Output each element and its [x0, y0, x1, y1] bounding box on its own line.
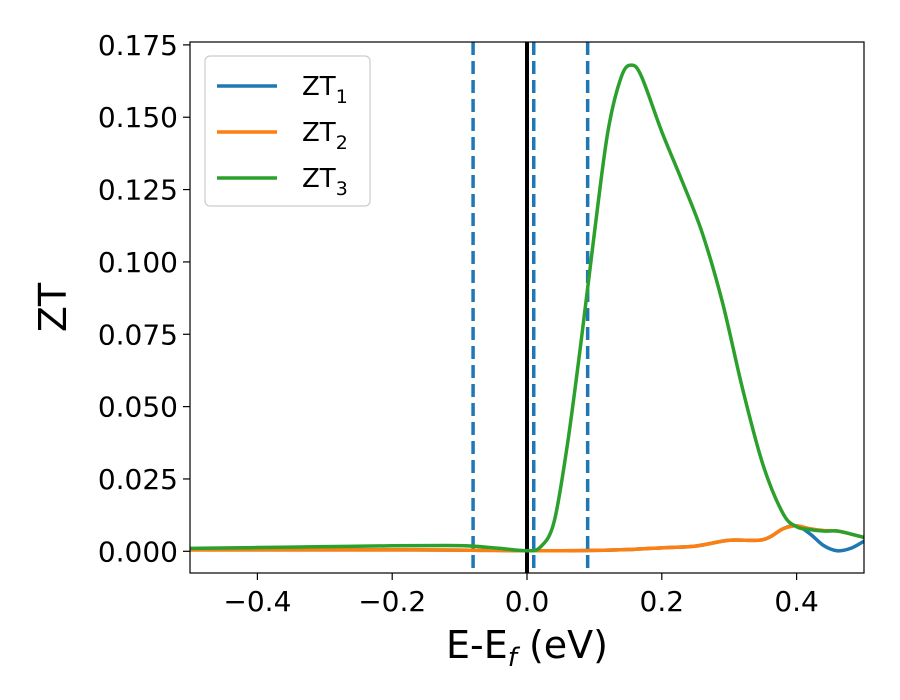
x-axis-ticks: −0.4 −0.2 0.0 0.2 0.4 [223, 573, 819, 618]
series-lines [190, 63, 864, 553]
y-tick-label: 0.000 [98, 535, 178, 568]
x-tick-label: −0.4 [223, 585, 291, 618]
legend-label-zt3: ZT3 [302, 164, 348, 200]
y-axis-title: ZT [31, 282, 75, 332]
legend-box [204, 55, 371, 207]
x-axis-title-main: E-E [446, 623, 508, 667]
legend-label-zt2: ZT2 [302, 118, 348, 154]
x-tick-label: 0.4 [774, 585, 819, 618]
x-tick-label: 0.2 [640, 585, 685, 618]
legend-label-zt1: ZT1 [302, 72, 348, 108]
y-tick-label: 0.100 [98, 246, 178, 279]
x-axis-title-suffix: (eV) [517, 623, 608, 667]
y-tick-label: 0.150 [98, 101, 178, 134]
vertical-reference-lines [471, 42, 590, 573]
y-tick-label: 0.125 [98, 174, 178, 207]
x-axis-title: E-Ef (eV) [446, 623, 608, 673]
y-axis-ticks: 0.000 0.025 0.050 0.075 0.100 0.125 0.150 0.175 [98, 29, 190, 568]
x-tick-label: 0.0 [505, 585, 550, 618]
y-tick-label: 0.075 [98, 318, 178, 351]
y-tick-label: 0.050 [98, 391, 178, 424]
y-tick-label: 0.175 [98, 29, 178, 62]
legend: ZT1 ZT2 ZT3 [204, 55, 371, 207]
series-line-zt3 [190, 63, 864, 553]
y-tick-label: 0.025 [98, 463, 178, 496]
x-tick-label: −0.2 [358, 585, 426, 618]
